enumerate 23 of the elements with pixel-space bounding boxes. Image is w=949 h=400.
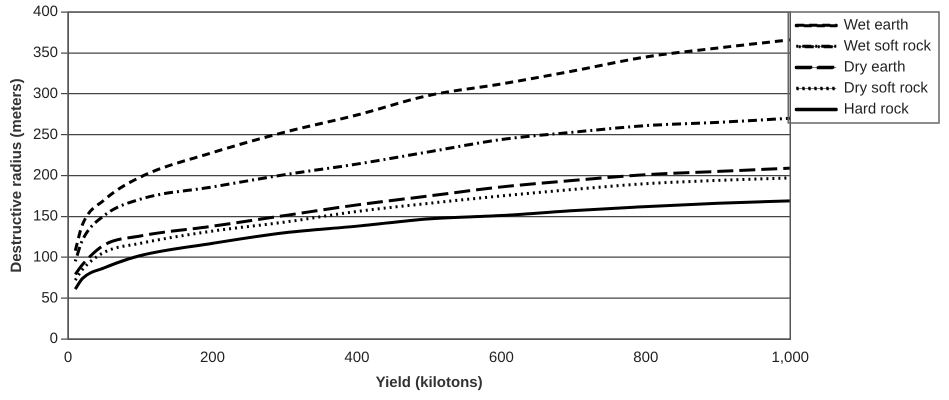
y-tick-label: 150: [32, 208, 58, 225]
x-tick-label: 400: [344, 349, 370, 366]
y-tick-label: 0: [50, 330, 58, 348]
y-tick-label: 300: [32, 84, 58, 102]
legend-label: Dry soft rock: [844, 80, 928, 97]
y-tick-label: 200: [32, 166, 58, 184]
line-series: [74, 199, 790, 291]
y-axis-title: Destructive radius (meters): [8, 78, 26, 273]
x-tick-label: 200: [200, 349, 225, 366]
legend-label: Wet earth: [844, 16, 909, 34]
legend-label: Dry earth: [844, 58, 906, 76]
x-tick-label: 600: [488, 349, 514, 366]
x-tick-label: 800: [633, 349, 658, 366]
legend-label: Wet soft rock: [844, 38, 932, 55]
y-tick-label: 400: [32, 3, 58, 20]
y-tick-label: 350: [32, 44, 58, 62]
y-tick-label: 50: [41, 289, 58, 306]
legend-label: Hard rock: [844, 100, 910, 118]
x-axis-title: Yield (kilotons): [376, 374, 483, 392]
x-tick-label: 0: [64, 349, 72, 366]
y-tick-label: 250: [32, 126, 58, 143]
y-tick-label: 100: [32, 248, 58, 266]
x-tick-label: 1,000: [771, 349, 810, 366]
